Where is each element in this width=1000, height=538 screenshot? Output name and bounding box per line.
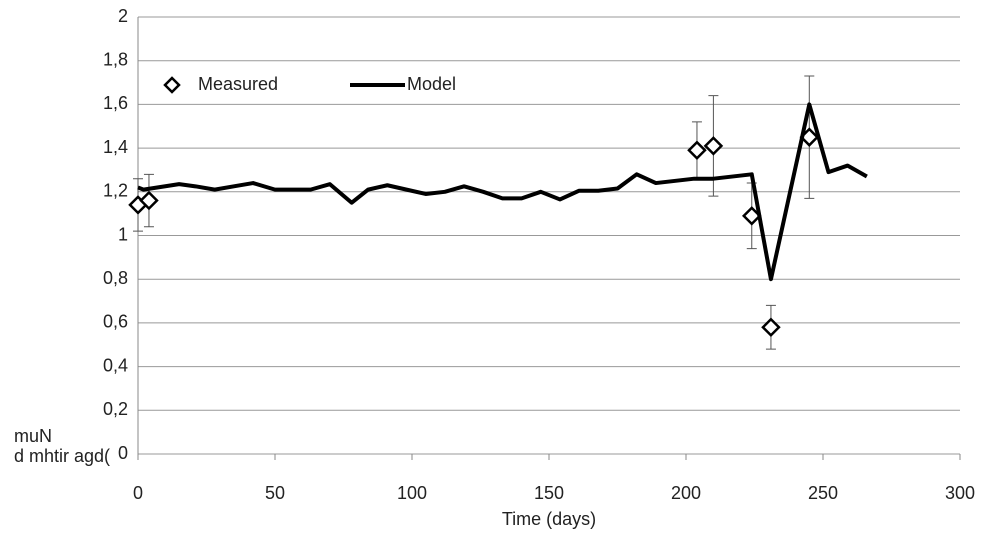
y-axis-label: muN bbox=[14, 426, 52, 446]
x-axis-label: Time (days) bbox=[502, 509, 596, 529]
marker bbox=[687, 140, 707, 161]
legend-label: Model bbox=[407, 74, 456, 94]
marker bbox=[703, 136, 724, 156]
y-tick-label: 1 bbox=[118, 224, 128, 244]
x-tick-label: 0 bbox=[133, 483, 143, 503]
marker bbox=[139, 190, 159, 211]
x-tick-label: 200 bbox=[671, 483, 701, 503]
y-tick-label: 1,6 bbox=[103, 93, 128, 113]
x-tick-label: 50 bbox=[265, 483, 285, 503]
y-tick-label: 0,2 bbox=[103, 399, 128, 419]
y-tick-label: 1,2 bbox=[103, 181, 128, 201]
x-tick-label: 250 bbox=[808, 483, 838, 503]
y-tick-label: 0,6 bbox=[103, 312, 128, 332]
legend-marker bbox=[163, 76, 181, 94]
marker bbox=[761, 317, 781, 338]
y-tick-label: 0,4 bbox=[103, 355, 128, 375]
y-axis-label: d mhtir agd( bbox=[14, 446, 110, 466]
y-tick-label: 0,8 bbox=[103, 268, 128, 288]
y-tick-label: 1,4 bbox=[103, 137, 128, 157]
legend-label: Measured bbox=[198, 74, 278, 94]
line bbox=[137, 102, 868, 282]
y-tick-label: 0 bbox=[118, 443, 128, 463]
y-tick-label: 1,8 bbox=[103, 49, 128, 69]
x-tick-label: 150 bbox=[534, 483, 564, 503]
x-tick-label: 300 bbox=[945, 483, 975, 503]
y-tick-label: 2 bbox=[118, 6, 128, 26]
x-tick-label: 100 bbox=[397, 483, 427, 503]
